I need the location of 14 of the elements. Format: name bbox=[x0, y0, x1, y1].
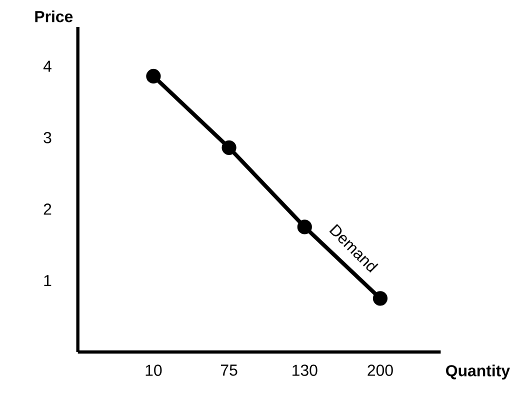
point bbox=[297, 220, 312, 234]
point bbox=[372, 291, 388, 306]
point bbox=[222, 140, 236, 155]
x-axis-title: Quantity bbox=[446, 364, 510, 380]
point bbox=[146, 68, 161, 84]
y-axis-title: Price bbox=[35, 10, 73, 22]
x-tick-label: 130 bbox=[292, 364, 318, 376]
y-tick-label: 4 bbox=[43, 60, 52, 72]
y-tick-label: 3 bbox=[44, 132, 52, 144]
y-tick-label: 1 bbox=[44, 275, 52, 286]
y-tick-label: 2 bbox=[44, 204, 52, 215]
x-tick-label: 200 bbox=[368, 364, 393, 376]
x-tick-label: 75 bbox=[220, 364, 238, 376]
x-tick-label: 10 bbox=[146, 364, 162, 376]
